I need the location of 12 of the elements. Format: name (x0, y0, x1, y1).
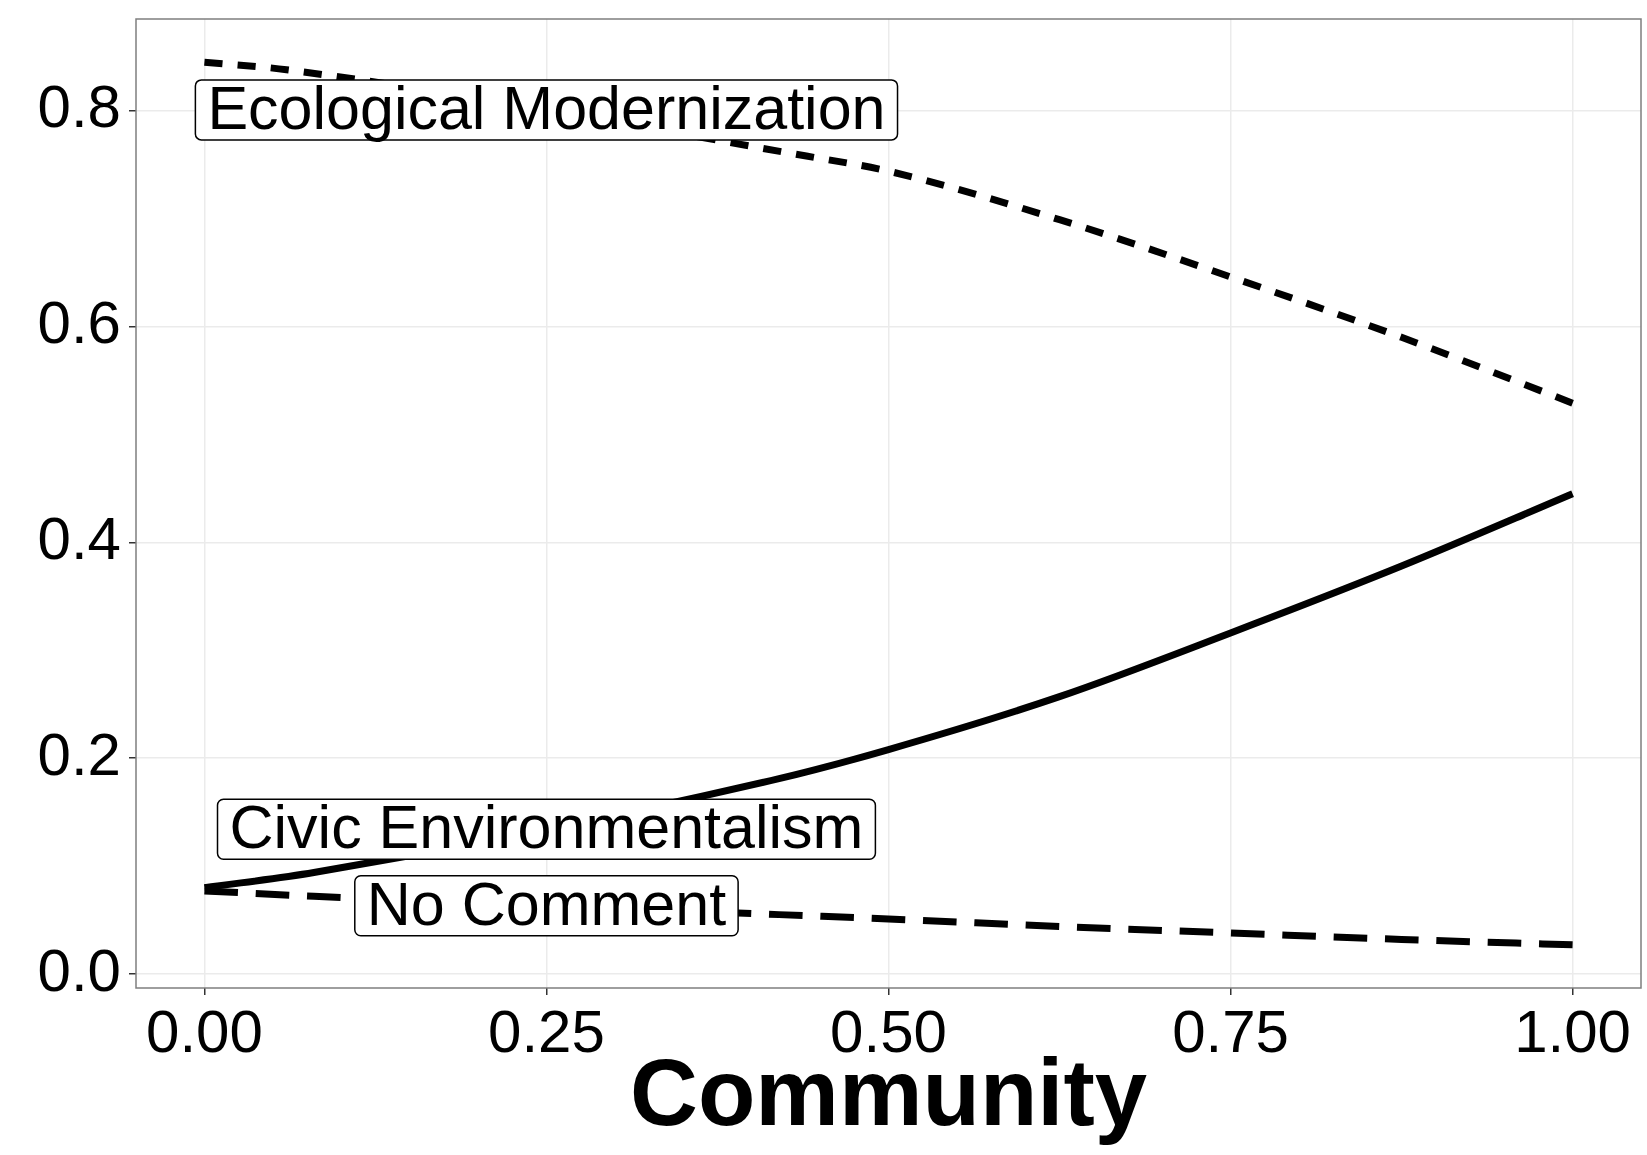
y-tick-label: 0.0 (37, 936, 121, 1004)
series-label: Civic Environmentalism (229, 793, 864, 862)
y-tick-label: 0.6 (37, 289, 121, 357)
series-label: No Comment (366, 869, 727, 938)
x-tick-label: 0.75 (1172, 997, 1289, 1065)
y-tick-label: 0.8 (37, 73, 121, 141)
y-tick-label: 0.2 (37, 720, 121, 788)
x-tick-label: 0.25 (488, 997, 605, 1065)
x-tick-label: 0.00 (146, 997, 263, 1065)
series-label: Ecological Modernization (207, 73, 886, 142)
x-tick-label: 1.00 (1514, 997, 1631, 1065)
y-tick-label: 0.4 (37, 504, 121, 572)
